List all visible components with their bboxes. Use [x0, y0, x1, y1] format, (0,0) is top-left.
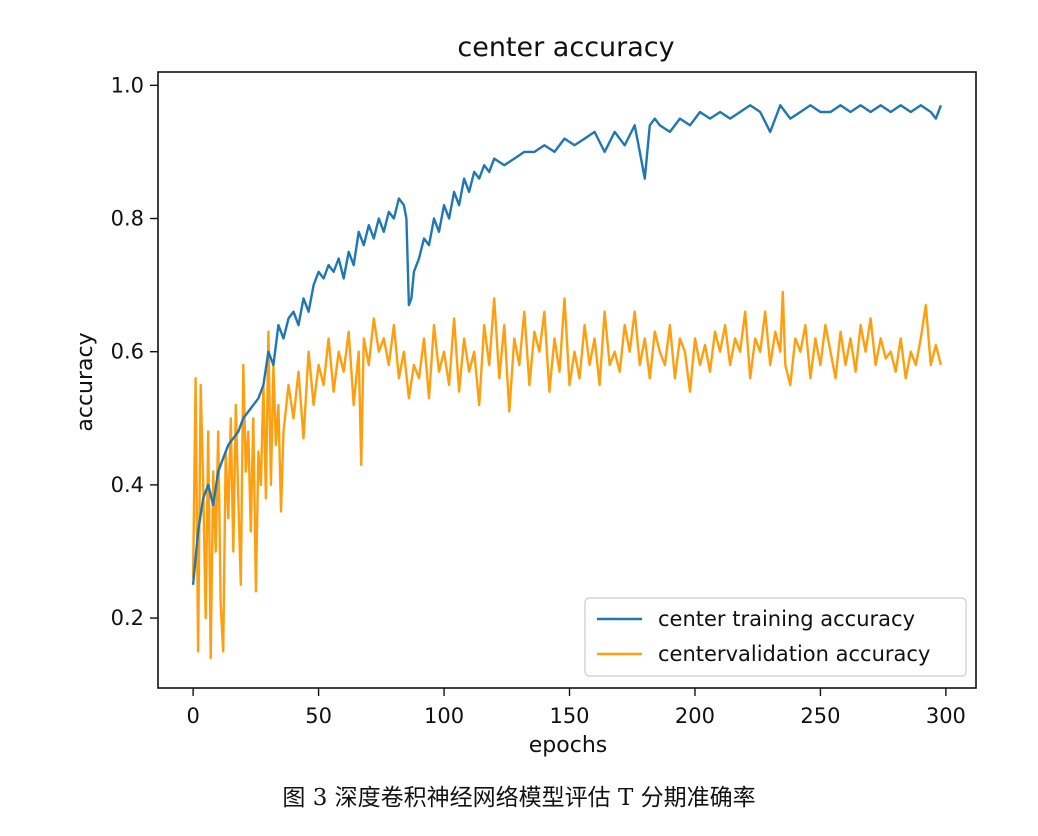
- x-axis-label: epochs: [529, 733, 607, 758]
- figure-caption: 图 3 深度卷积神经网络模型评估 T 分期准确率: [282, 785, 756, 811]
- series-layer: [191, 104, 943, 660]
- y-tick-label: 0.4: [111, 473, 144, 497]
- x-tick-label: 150: [549, 704, 589, 728]
- x-tick-label: 0: [186, 704, 199, 728]
- y-axis-ticks: 0.2 0.4 0.6 0.8 1.0: [111, 73, 158, 630]
- plot-frame: [157, 71, 977, 689]
- y-tick-label: 0.6: [111, 340, 144, 364]
- series-line-training: [191, 104, 943, 585]
- x-tick-label: 100: [424, 704, 464, 728]
- chart-title: center accuracy: [457, 32, 674, 63]
- x-tick-label: 50: [305, 704, 332, 728]
- accuracy-chart: center accuracy 0 50 100 150 200 250 300 0.20.…: [73, 32, 977, 758]
- y-axis-label: accuracy: [73, 332, 98, 431]
- legend-box: [584, 597, 967, 677]
- y-tick-label: 0.8: [111, 207, 144, 231]
- series-line-validation: [191, 290, 943, 660]
- legend: center training accuracy centervalidatio…: [584, 597, 967, 677]
- x-axis-ticks: 0 50 100 150 200 250 300: [186, 688, 966, 728]
- y-tick-label: 0.2: [111, 606, 144, 630]
- x-tick-label: 300: [926, 704, 966, 728]
- legend-label-validation: centervalidation accuracy: [658, 642, 930, 666]
- y-tick-label: 1.0: [111, 73, 144, 97]
- x-tick-label: 200: [675, 704, 715, 728]
- legend-label-training: center training accuracy: [658, 607, 915, 631]
- x-tick-label: 250: [800, 704, 840, 728]
